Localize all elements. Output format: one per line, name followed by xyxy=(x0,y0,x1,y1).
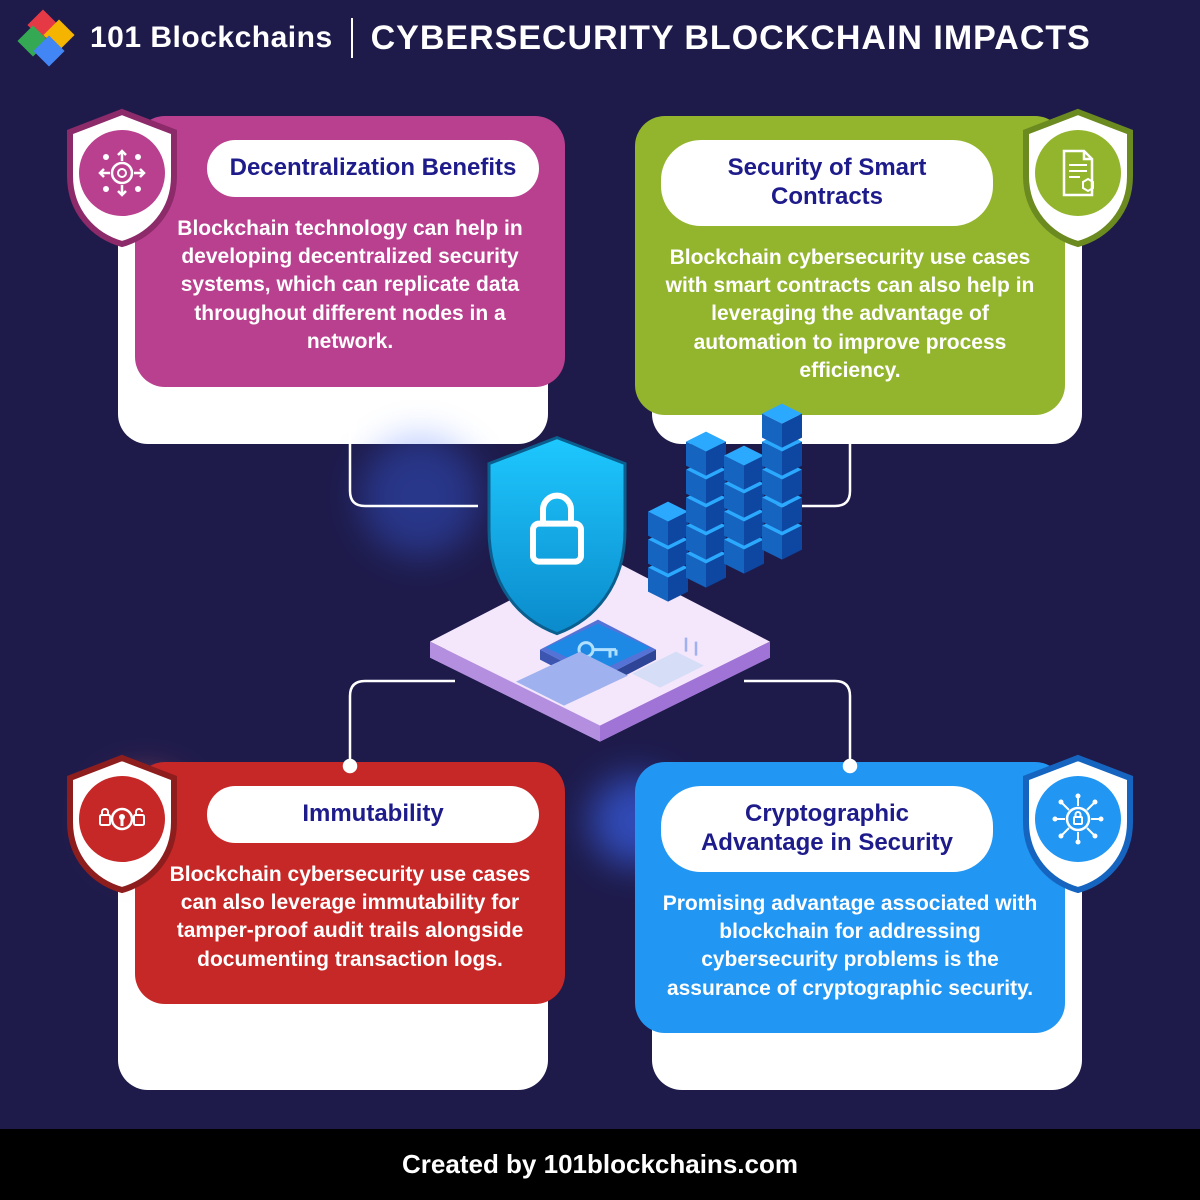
shield-smart-contracts xyxy=(1018,108,1138,248)
card-title: Immutability xyxy=(207,786,539,843)
header-divider xyxy=(351,18,353,58)
card-body: Blockchain technology can help in develo… xyxy=(161,215,539,357)
document-icon xyxy=(1050,145,1106,201)
brand-name: 101 Blockchains xyxy=(90,21,333,55)
page-title: CYBERSECURITY BLOCKCHAIN IMPACTS xyxy=(371,19,1091,58)
network-gear-icon xyxy=(94,145,150,201)
card-immutability: Immutability Blockchain cybersecurity us… xyxy=(135,762,565,1004)
card-body: Blockchain cybersecurity use cases can a… xyxy=(161,861,539,974)
footer: Created by 101blockchains.com xyxy=(0,1129,1200,1200)
logo xyxy=(20,12,72,64)
card-smart-contracts: Security of Smart Contracts Blockchain c… xyxy=(635,116,1065,415)
card-cryptographic: Cryptographic Advantage in Security Prom… xyxy=(635,762,1065,1033)
block-grid-icon xyxy=(618,388,838,608)
shield-immutability xyxy=(62,754,182,894)
card-title: Cryptographic Advantage in Security xyxy=(661,786,993,872)
content-area: Decentralization Benefits Blockchain tec… xyxy=(0,76,1200,1146)
shield-cryptographic xyxy=(1018,754,1138,894)
card-body: Blockchain cybersecurity use cases with … xyxy=(661,244,1039,386)
card-title: Security of Smart Contracts xyxy=(661,140,993,226)
shield-decentralization xyxy=(62,108,182,248)
center-illustration xyxy=(390,420,810,750)
card-body: Promising advantage associated with bloc… xyxy=(661,890,1039,1003)
card-title: Decentralization Benefits xyxy=(207,140,539,197)
crypto-icon xyxy=(1050,791,1106,847)
header: 101 Blockchains CYBERSECURITY BLOCKCHAIN… xyxy=(0,0,1200,76)
card-decentralization: Decentralization Benefits Blockchain tec… xyxy=(135,116,565,387)
locks-icon xyxy=(94,791,150,847)
